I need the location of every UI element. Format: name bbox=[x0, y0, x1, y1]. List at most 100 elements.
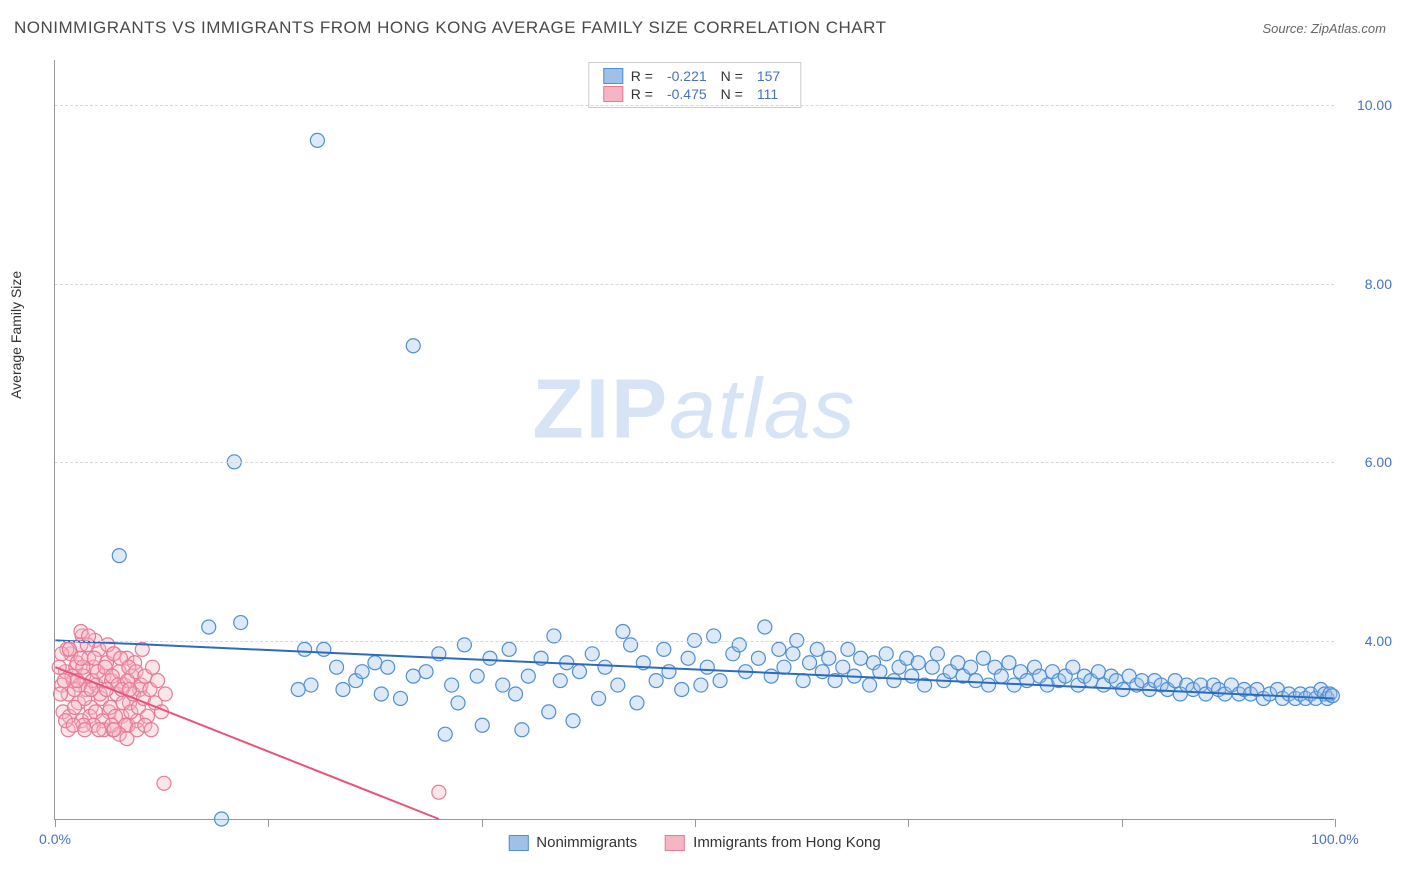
scatter-point bbox=[822, 651, 836, 665]
gridline bbox=[55, 284, 1334, 285]
x-tick bbox=[1122, 819, 1123, 827]
scatter-point bbox=[317, 642, 331, 656]
scatter-point bbox=[863, 678, 877, 692]
y-tick-label: 4.00 bbox=[1365, 633, 1392, 649]
scatter-point bbox=[694, 678, 708, 692]
scatter-point bbox=[700, 660, 714, 674]
swatch-icon bbox=[603, 86, 623, 102]
legend: Nonimmigrants Immigrants from Hong Kong bbox=[508, 834, 880, 851]
scatter-point bbox=[157, 776, 171, 790]
scatter-point bbox=[202, 620, 216, 634]
scatter-point bbox=[368, 656, 382, 670]
chart-title: NONIMMIGRANTS VS IMMIGRANTS FROM HONG KO… bbox=[14, 18, 886, 38]
scatter-point bbox=[432, 785, 446, 799]
scatter-point bbox=[911, 656, 925, 670]
scatter-point bbox=[112, 549, 126, 563]
regression-line bbox=[55, 640, 1333, 698]
stats-box: R = -0.221 N = 157 R = -0.475 N = 111 bbox=[588, 62, 801, 108]
x-tick bbox=[482, 819, 483, 827]
gridline bbox=[55, 641, 1334, 642]
scatter-point bbox=[215, 812, 229, 826]
plot-area: ZIPatlas R = -0.221 N = 157 R = -0.475 N… bbox=[54, 60, 1334, 820]
scatter-point bbox=[330, 660, 344, 674]
scatter-point bbox=[854, 651, 868, 665]
scatter-point bbox=[1002, 656, 1016, 670]
scatter-point bbox=[374, 687, 388, 701]
scatter-point bbox=[451, 696, 465, 710]
scatter-point bbox=[336, 683, 350, 697]
scatter-point bbox=[624, 638, 638, 652]
scatter-point bbox=[496, 678, 510, 692]
scatter-point bbox=[657, 642, 671, 656]
scatter-point bbox=[585, 647, 599, 661]
scatter-point bbox=[969, 674, 983, 688]
scatter-point bbox=[815, 665, 829, 679]
scatter-point bbox=[419, 665, 433, 679]
scatter-point bbox=[381, 660, 395, 674]
scatter-point bbox=[78, 723, 92, 737]
scatter-point bbox=[662, 665, 676, 679]
scatter-point bbox=[470, 669, 484, 683]
scatter-point bbox=[304, 678, 318, 692]
scatter-point bbox=[841, 642, 855, 656]
y-tick-label: 10.00 bbox=[1357, 97, 1392, 113]
scatter-point bbox=[146, 660, 160, 674]
scatter-point bbox=[457, 638, 471, 652]
scatter-point bbox=[84, 683, 98, 697]
scatter-point bbox=[1091, 665, 1105, 679]
scatter-point bbox=[52, 660, 66, 674]
scatter-point bbox=[393, 691, 407, 705]
scatter-point bbox=[53, 687, 67, 701]
scatter-point bbox=[592, 691, 606, 705]
y-tick-label: 8.00 bbox=[1365, 276, 1392, 292]
scatter-point bbox=[310, 133, 324, 147]
scatter-point bbox=[732, 638, 746, 652]
scatter-point bbox=[483, 651, 497, 665]
scatter-point bbox=[234, 616, 248, 630]
scatter-point bbox=[764, 669, 778, 683]
x-tick bbox=[908, 819, 909, 827]
scatter-point bbox=[553, 674, 567, 688]
x-tick bbox=[695, 819, 696, 827]
scatter-point bbox=[982, 678, 996, 692]
scatter-point bbox=[758, 620, 772, 634]
scatter-point bbox=[887, 674, 901, 688]
scatter-point bbox=[951, 656, 965, 670]
y-tick-label: 6.00 bbox=[1365, 454, 1392, 470]
chart-container: Average Family Size ZIPatlas R = -0.221 … bbox=[46, 60, 1386, 850]
scatter-point bbox=[994, 669, 1008, 683]
scatter-point bbox=[751, 651, 765, 665]
x-tick bbox=[1335, 819, 1336, 827]
scatter-point bbox=[445, 678, 459, 692]
stats-row: R = -0.221 N = 157 bbox=[603, 67, 786, 85]
scatter-point bbox=[976, 651, 990, 665]
chart-header: NONIMMIGRANTS VS IMMIGRANTS FROM HONG KO… bbox=[0, 0, 1406, 50]
y-axis-label: Average Family Size bbox=[8, 271, 24, 399]
scatter-point bbox=[406, 669, 420, 683]
scatter-point bbox=[879, 647, 893, 661]
scatter-point bbox=[630, 696, 644, 710]
scatter-point bbox=[107, 723, 121, 737]
gridline bbox=[55, 462, 1334, 463]
scatter-point bbox=[964, 660, 978, 674]
scatter-point bbox=[521, 669, 535, 683]
scatter-point bbox=[438, 727, 452, 741]
scatter-point bbox=[566, 714, 580, 728]
scatter-point bbox=[836, 660, 850, 674]
scatter-point bbox=[681, 651, 695, 665]
scatter-point bbox=[92, 723, 106, 737]
scatter-point bbox=[291, 683, 305, 697]
scatter-point bbox=[905, 669, 919, 683]
scatter-point bbox=[803, 656, 817, 670]
scatter-point bbox=[810, 642, 824, 656]
scatter-point bbox=[475, 718, 489, 732]
scatter-point bbox=[515, 723, 529, 737]
scatter-point bbox=[502, 642, 516, 656]
scatter-point bbox=[572, 665, 586, 679]
scatter-point bbox=[930, 647, 944, 661]
scatter-point bbox=[772, 642, 786, 656]
scatter-point bbox=[509, 687, 523, 701]
scatter-point bbox=[616, 624, 630, 638]
stats-row: R = -0.475 N = 111 bbox=[603, 85, 786, 103]
swatch-icon bbox=[603, 68, 623, 84]
